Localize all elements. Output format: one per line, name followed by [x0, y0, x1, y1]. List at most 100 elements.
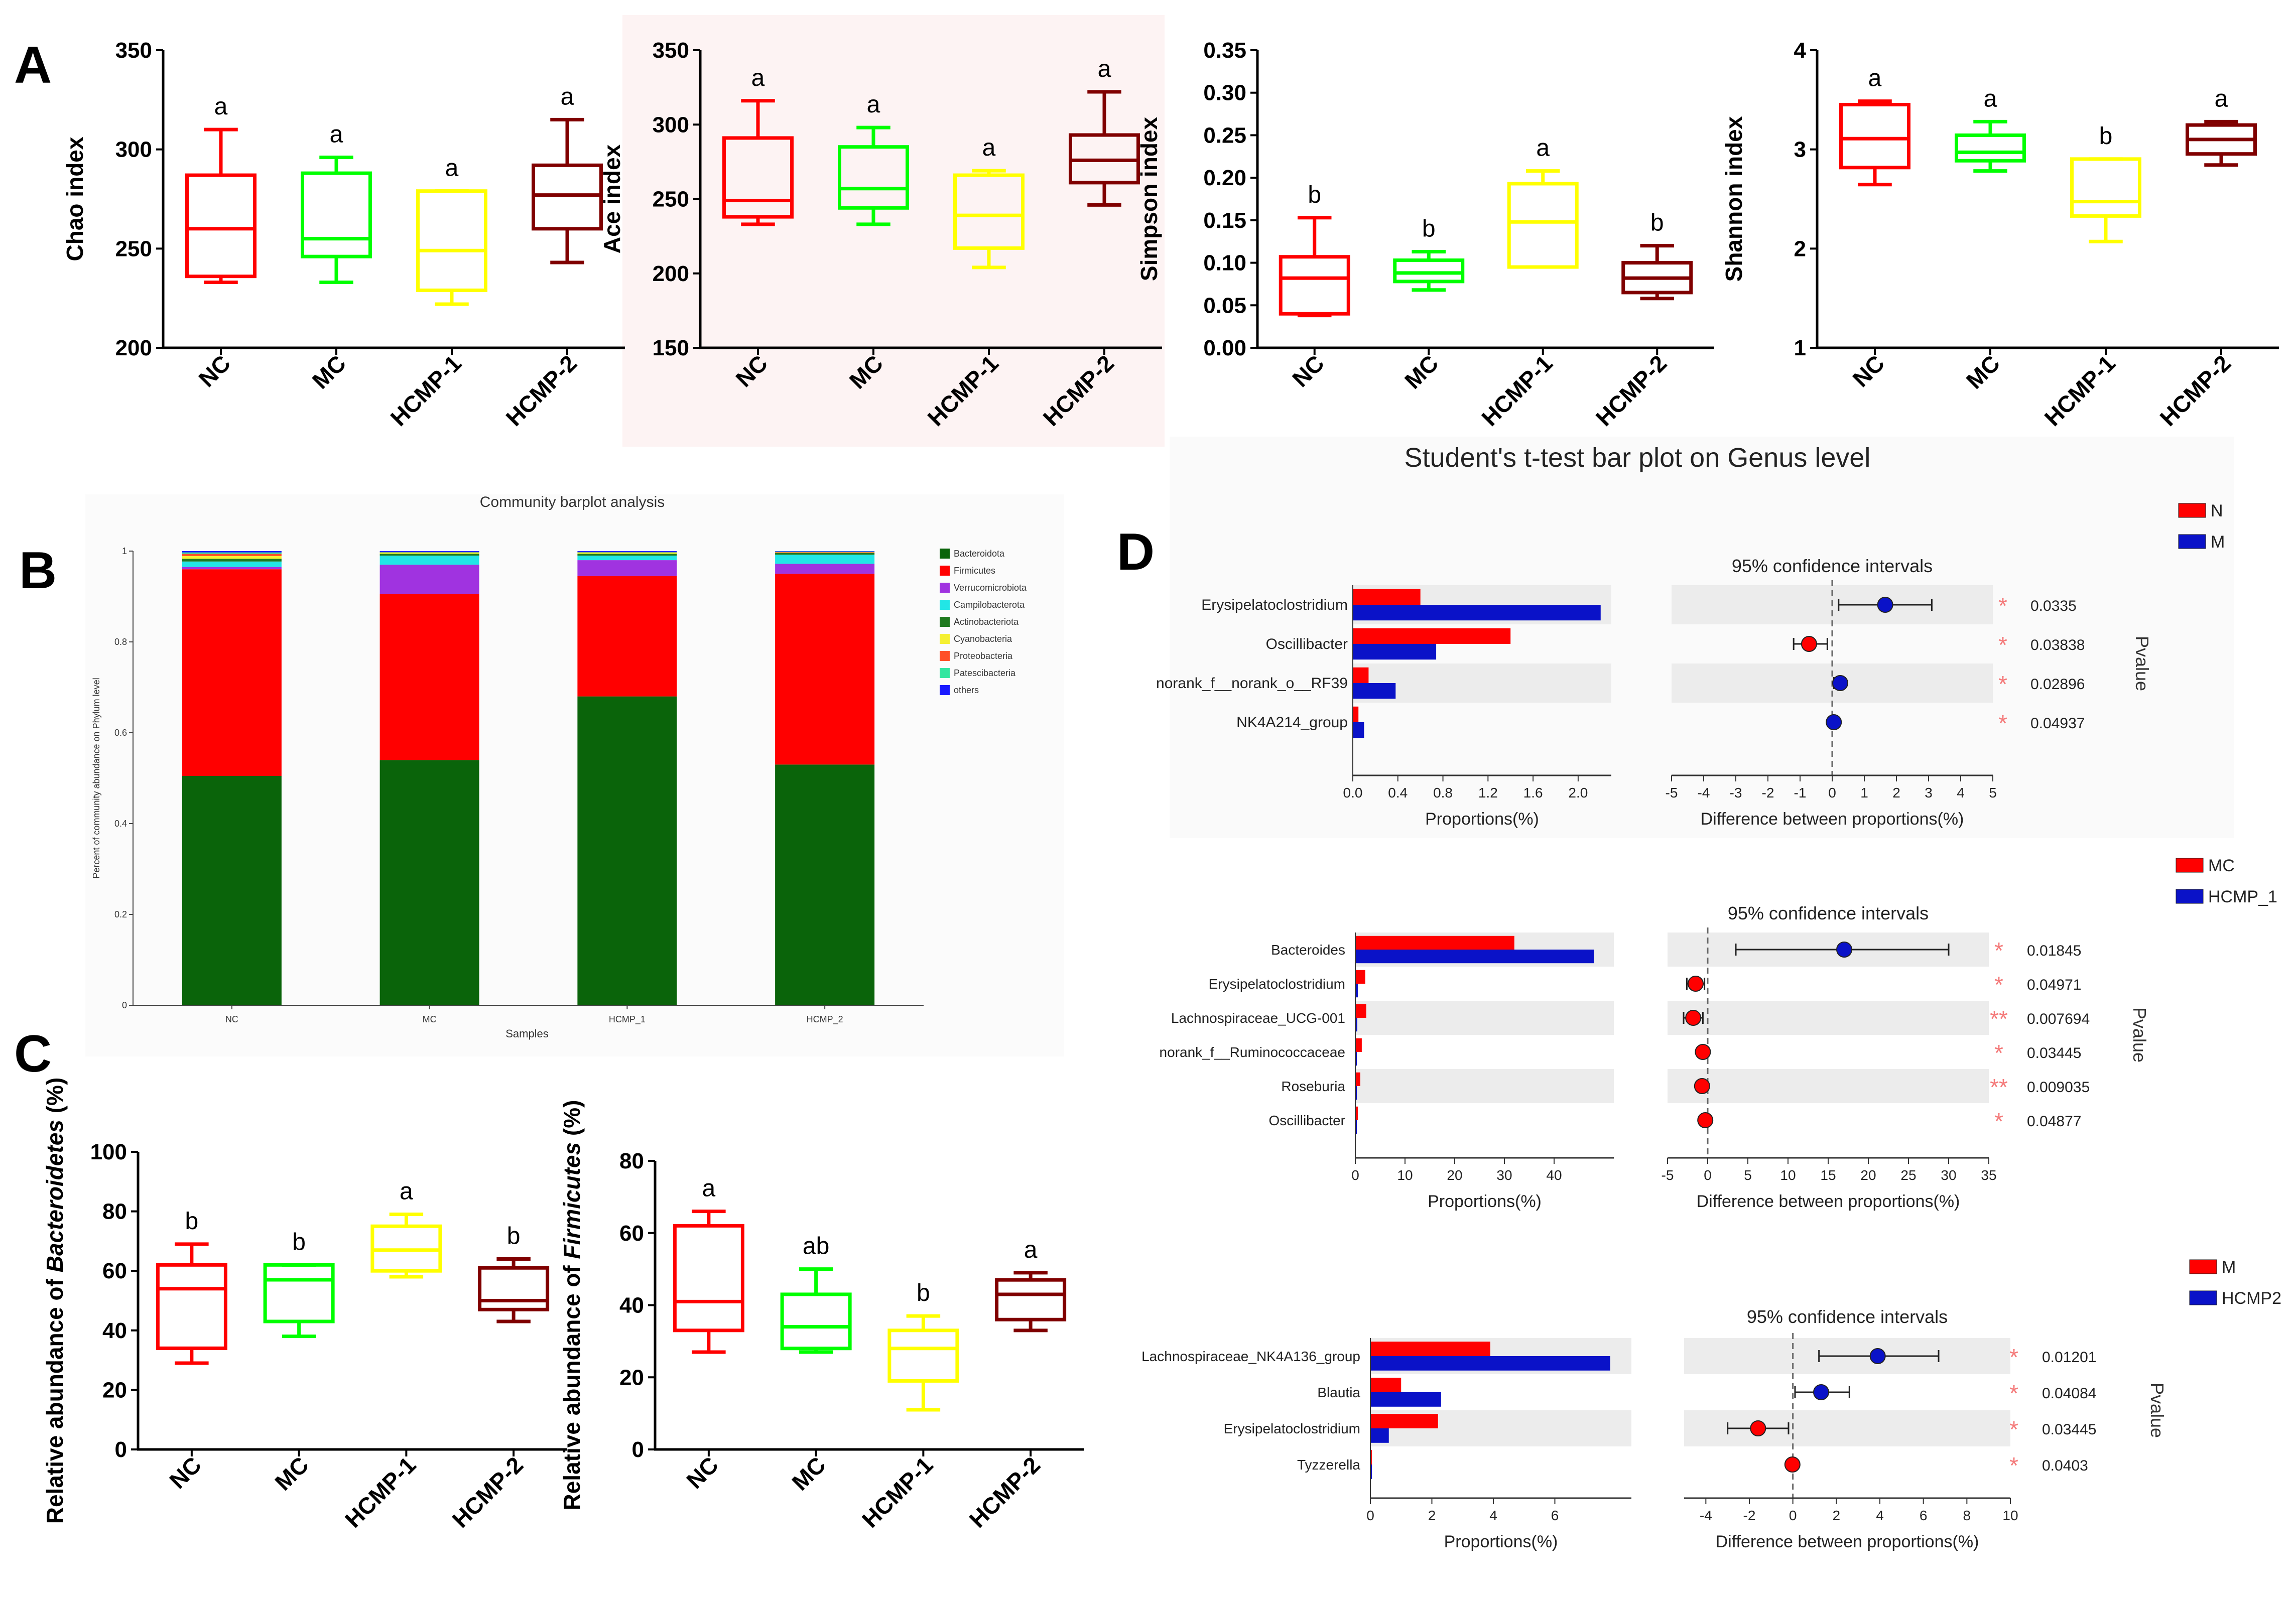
- y-tick-label: 40: [102, 1318, 127, 1343]
- y-tick-label: 3: [1794, 138, 1806, 162]
- p-value: 0.04971: [2027, 977, 2081, 993]
- legend-label: Cyanobacteria: [954, 634, 1012, 644]
- legend-label: Actinobacteriota: [954, 617, 1019, 627]
- y-tick-label: 0.35: [1203, 38, 1246, 63]
- stacked-segment-verrucomicrobiota: [182, 567, 282, 570]
- y-tick-label: 0.30: [1203, 81, 1246, 105]
- legend-swatch: [2178, 534, 2206, 549]
- panel-label-a: A: [14, 36, 52, 94]
- diff-axis-label: Difference between proportions(%): [1716, 1532, 1979, 1551]
- y-tick-label: 0.15: [1203, 208, 1246, 233]
- diff-tick-label: 10: [1780, 1167, 1796, 1183]
- bar-group-2: [1353, 683, 1396, 699]
- bar-group-2: [1370, 1392, 1441, 1407]
- y-tick-label: 80: [619, 1149, 644, 1173]
- significance-stars: *: [1998, 710, 2007, 736]
- prop-tick-label: 0.8: [1433, 785, 1453, 801]
- bar-group-2: [1370, 1465, 1372, 1479]
- p-value: 0.03838: [2030, 637, 2085, 653]
- diff-tick-label: -5: [1666, 785, 1678, 801]
- genus-label: Roseburia: [1281, 1079, 1345, 1094]
- y-tick-label: 0.25: [1203, 123, 1246, 148]
- significance-letter: a: [982, 135, 996, 161]
- diff-tick-label: 15: [1820, 1167, 1836, 1183]
- difference-point: [1877, 597, 1893, 613]
- y-tick-label: 4: [1794, 38, 1807, 63]
- diff-tick-label: -2: [1743, 1508, 1756, 1523]
- panel-a-background: [622, 15, 1165, 447]
- diff-tick-label: 2: [1892, 785, 1900, 801]
- y-axis-label: Ace index: [599, 144, 625, 253]
- prop-axis-label: Proportions(%): [1428, 1192, 1542, 1211]
- significance-letter: a: [1868, 65, 1882, 92]
- diff-tick-label: 25: [1900, 1167, 1916, 1183]
- significance-letter: a: [214, 93, 228, 120]
- difference-point: [1784, 1456, 1801, 1473]
- bar-group-2: [1355, 1018, 1357, 1032]
- stacked-segment-proteobacteria: [182, 554, 282, 556]
- difference-point: [1826, 714, 1842, 730]
- significance-stars: **: [1990, 1006, 2008, 1032]
- y-tick-label: 60: [102, 1259, 127, 1283]
- bar-group-1: [1355, 1038, 1362, 1052]
- prop-tick-label: 30: [1496, 1167, 1512, 1183]
- significance-stars: *: [1994, 1108, 2003, 1134]
- legend-label: Proteobacteria: [954, 651, 1013, 661]
- box-iqr: [532, 163, 603, 231]
- significance-letter: b: [1422, 216, 1436, 242]
- y-tick-label: 0.8: [114, 637, 127, 647]
- prop-tick-label: 1.2: [1478, 785, 1498, 801]
- diff-tick-label: 2: [1833, 1508, 1841, 1523]
- ttest-n-vs-m: NM 95% confidence intervals Erysipelatoclo…: [1156, 501, 2225, 829]
- bar-group-2: [1355, 984, 1358, 998]
- box-iqr: [478, 1266, 550, 1311]
- diff-tick-label: 35: [1981, 1167, 1996, 1183]
- significance-letter: b: [507, 1223, 521, 1249]
- significance-letter: ab: [803, 1233, 829, 1260]
- stacked-segment-actinobacteriota: [379, 554, 479, 556]
- ci-title: 95% confidence intervals: [1728, 903, 1929, 923]
- bar-group-2: [1353, 644, 1437, 660]
- diff-tick-label: 0: [1704, 1167, 1712, 1183]
- bar-group-2: [1355, 1120, 1357, 1134]
- box-iqr: [263, 1263, 335, 1323]
- bar-group-2: [1353, 722, 1364, 738]
- y-tick-label: 0: [122, 1000, 127, 1010]
- y-tick-label: 350: [653, 38, 689, 63]
- bar-group-2: [1355, 1052, 1357, 1066]
- panel-label-b: B: [19, 542, 57, 600]
- difference-point: [1836, 942, 1852, 958]
- diff-tick-label: 6: [1920, 1508, 1928, 1523]
- stacked-segment-verrucomicrobiota: [379, 565, 479, 594]
- diff-tick-label: 3: [1925, 785, 1933, 801]
- y-tick-label: 20: [619, 1365, 644, 1390]
- p-value: 0.01201: [2042, 1349, 2096, 1366]
- legend-swatch: [940, 668, 950, 678]
- ttest-main-title: Student's t-test bar plot on Genus level: [1405, 443, 1871, 473]
- diff-tick-label: 20: [1860, 1167, 1876, 1183]
- significance-letter: a: [445, 155, 459, 182]
- genus-label: Bacteroides: [1271, 942, 1345, 958]
- box-iqr: [2070, 157, 2141, 218]
- diff-tick-label: -5: [1662, 1167, 1674, 1183]
- y-tick-label: 0.00: [1203, 336, 1246, 360]
- row-band: [1355, 1069, 1614, 1103]
- stacked-segment-verrucomicrobiota: [775, 564, 875, 574]
- difference-point: [1813, 1384, 1829, 1400]
- diff-tick-label: -3: [1730, 785, 1742, 801]
- panel-label-d: D: [1117, 523, 1155, 581]
- box-iqr: [1507, 182, 1579, 269]
- y-axis-label: Chao index: [62, 137, 88, 261]
- diff-tick-label: 4: [1876, 1508, 1884, 1523]
- significance-letter: b: [2099, 123, 2113, 150]
- box-iqr: [1955, 133, 2026, 163]
- legend-label: HCMP_1: [2208, 887, 2277, 906]
- panel-label-c: C: [14, 1025, 52, 1083]
- difference-point: [1869, 1348, 1886, 1364]
- y-tick-label: 20: [102, 1378, 127, 1402]
- stacked-segment-actinobacteriota: [182, 559, 282, 562]
- prop-tick-label: 2.0: [1568, 785, 1588, 801]
- significance-letter: b: [292, 1229, 306, 1255]
- significance-stars: *: [1994, 1040, 2003, 1066]
- y-tick-label: 0.05: [1203, 293, 1246, 318]
